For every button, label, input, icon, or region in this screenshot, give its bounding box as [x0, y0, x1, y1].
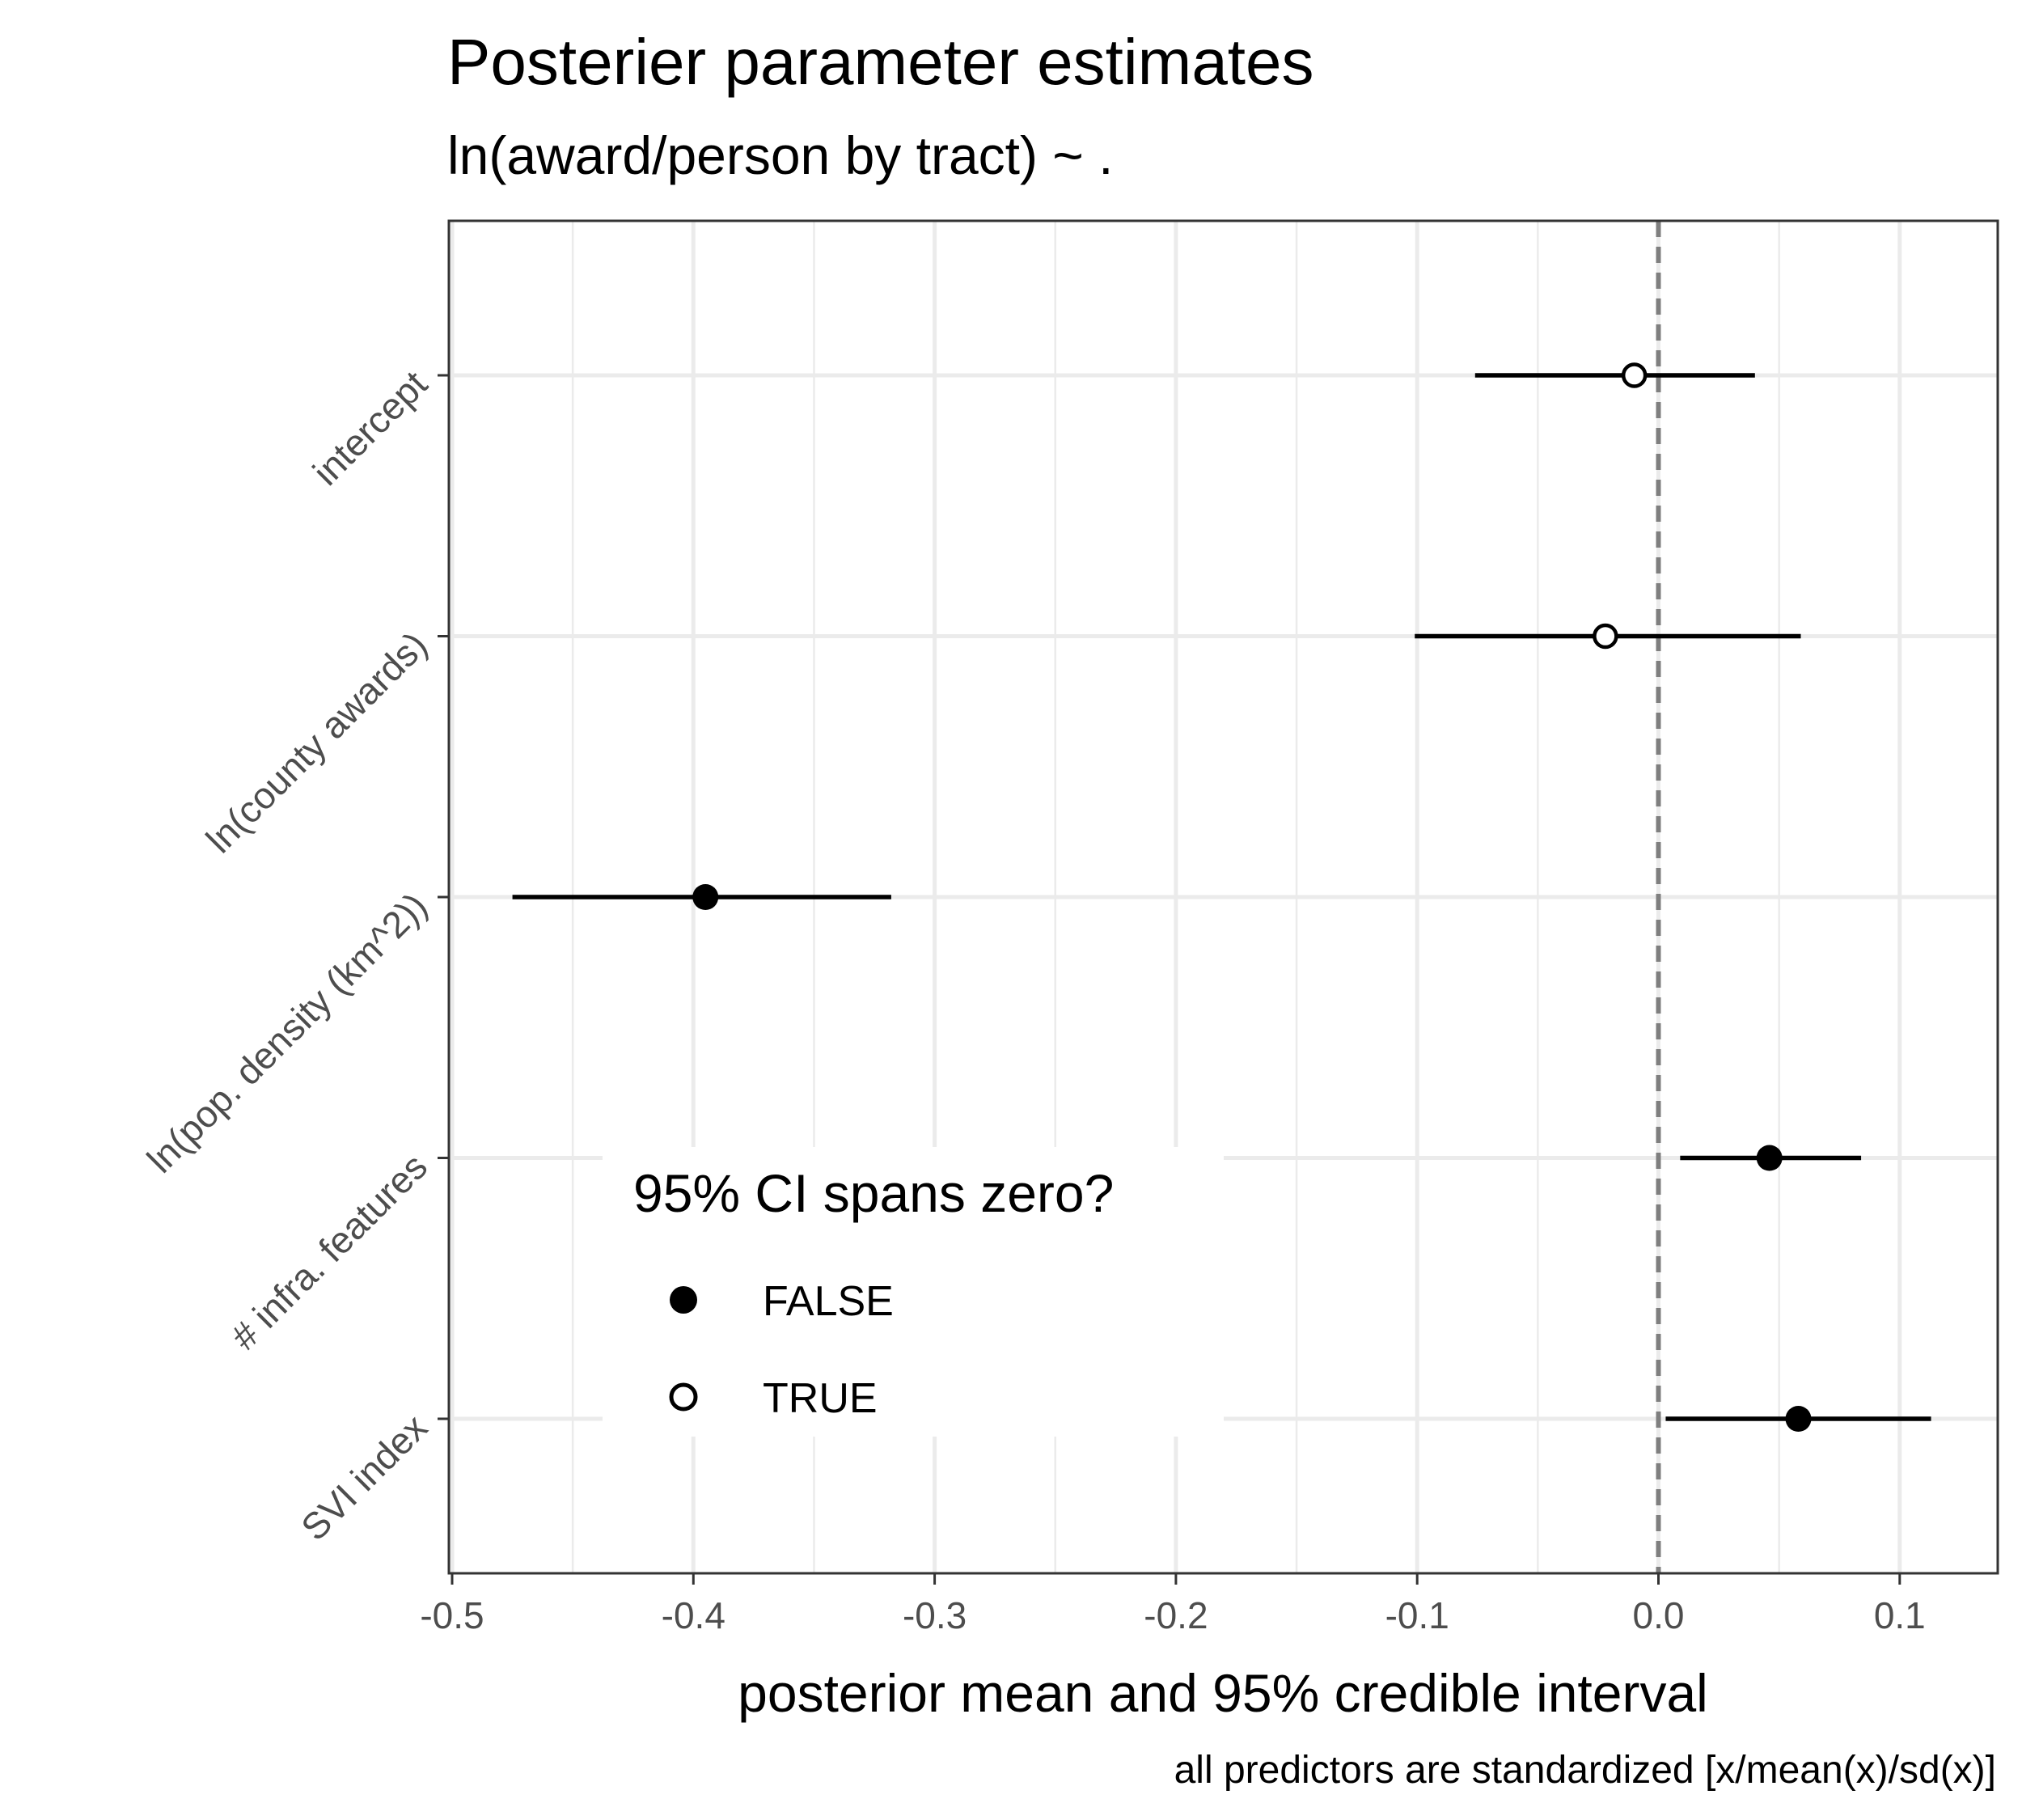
posterior-mean-point-open	[1621, 362, 1648, 388]
x-tick-label: -0.5	[420, 1594, 484, 1636]
x-tick-label: 0.1	[1874, 1594, 1926, 1636]
plot-panel: 95% CI spans zero? FALSE TRUE	[447, 219, 1999, 1575]
legend-background	[603, 1147, 1224, 1437]
x-tick-label: -0.1	[1385, 1594, 1449, 1636]
legend-label-false: FALSE	[763, 1278, 894, 1325]
chart-title: Posterier parameter estimates	[447, 26, 1314, 98]
x-tick-label: -0.3	[903, 1594, 967, 1636]
legend: 95% CI spans zero? FALSE TRUE	[603, 1147, 1224, 1437]
legend-label-true: TRUE	[763, 1375, 878, 1422]
x-axis: -0.5 -0.4 -0.3 -0.2 -0.1 0.0 0.1	[420, 1573, 1926, 1636]
posterior-mean-point-filled	[692, 884, 719, 910]
legend-title: 95% CI spans zero?	[633, 1163, 1114, 1223]
x-axis-label: posterior mean and 95% credible interval	[738, 1663, 1708, 1723]
posterior-mean-point-filled	[1785, 1406, 1812, 1432]
legend-open-circle-icon	[669, 1382, 698, 1412]
point-range-marks	[512, 362, 1931, 1432]
posterior-mean-point-filled	[1756, 1145, 1783, 1171]
chart-caption: all predictors are standardized [x/mean(…	[1174, 1749, 1996, 1792]
chart-subtitle: ln(award/person by tract) ~ .	[447, 125, 1114, 185]
x-tick-label: -0.4	[662, 1594, 725, 1636]
legend-filled-circle-icon	[670, 1286, 697, 1314]
posterior-mean-point-open	[1593, 623, 1618, 650]
x-tick-label: 0.0	[1633, 1594, 1685, 1636]
x-tick-label: -0.2	[1144, 1594, 1208, 1636]
